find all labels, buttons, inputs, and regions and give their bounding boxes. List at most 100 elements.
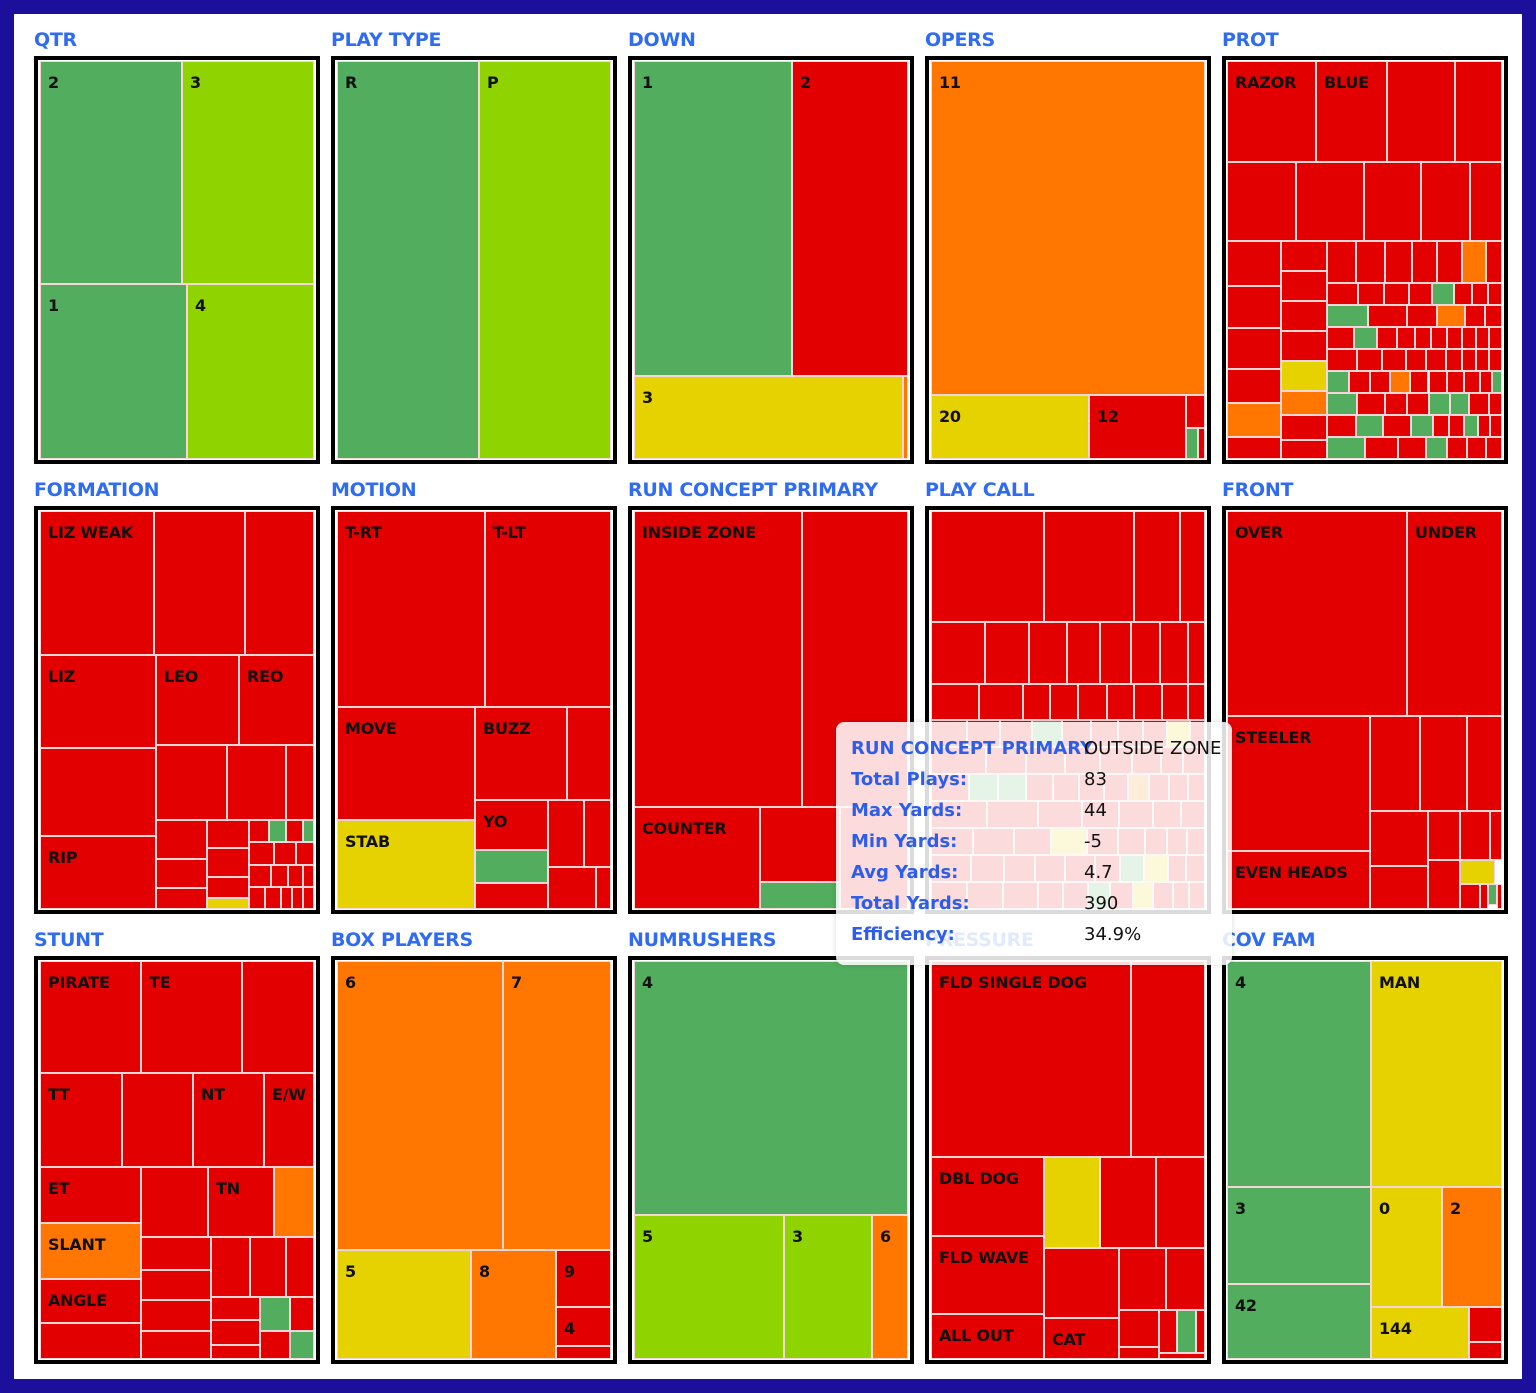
treemap-cell[interactable] <box>1281 241 1327 271</box>
treemap-cell[interactable] <box>596 867 611 909</box>
treemap-cell[interactable] <box>249 864 272 887</box>
treemap-cell[interactable] <box>1461 349 1477 371</box>
treemap-cell[interactable] <box>245 511 314 655</box>
treemap-cell[interactable] <box>1281 301 1327 331</box>
treemap-cell[interactable] <box>1477 415 1490 437</box>
treemap-cell[interactable] <box>1406 349 1427 371</box>
treemap-cell[interactable] <box>1369 371 1390 393</box>
treemap-cell[interactable]: TN <box>208 1167 274 1237</box>
treemap-cell[interactable] <box>1281 361 1327 391</box>
treemap-cell[interactable] <box>211 1297 260 1320</box>
treemap-cell[interactable] <box>1162 684 1188 720</box>
treemap-cell[interactable] <box>274 1167 314 1237</box>
treemap-cell[interactable]: COUNTER <box>634 807 760 909</box>
treemap-cell[interactable] <box>548 800 584 867</box>
treemap-cell[interactable] <box>1348 371 1370 393</box>
treemap-cell[interactable] <box>1489 415 1502 437</box>
treemap-cell[interactable] <box>207 848 249 877</box>
treemap-cell[interactable]: CAT <box>1044 1318 1119 1359</box>
treemap-cell[interactable] <box>249 886 266 909</box>
treemap-cell[interactable] <box>1044 1248 1119 1318</box>
treemap-cell[interactable] <box>40 748 156 836</box>
treemap-cell[interactable] <box>1460 811 1490 860</box>
treemap-cell[interactable]: EVEN HEADS <box>1227 851 1370 909</box>
treemap-cell[interactable] <box>1029 622 1067 684</box>
treemap-cell[interactable]: YO <box>475 800 548 850</box>
treemap-cell[interactable]: 3 <box>182 61 314 284</box>
treemap-cell[interactable] <box>1227 286 1281 328</box>
treemap-cell[interactable] <box>1327 437 1365 459</box>
treemap-cell[interactable] <box>1497 884 1502 909</box>
treemap-cell[interactable]: 6 <box>337 961 503 1250</box>
treemap-cell[interactable] <box>207 877 249 898</box>
treemap-cell[interactable] <box>903 376 908 459</box>
treemap-cell[interactable] <box>1445 349 1462 371</box>
treemap-cell[interactable]: MOVE <box>337 707 475 820</box>
treemap-cell[interactable]: 9 <box>556 1250 611 1307</box>
treemap-cell[interactable]: 5 <box>337 1250 471 1359</box>
treemap-cell[interactable] <box>292 886 304 909</box>
treemap-cell[interactable] <box>1426 349 1446 371</box>
treemap-cell[interactable] <box>211 1345 260 1359</box>
treemap-cell[interactable] <box>1050 684 1078 720</box>
treemap-cell[interactable] <box>227 745 286 820</box>
treemap-cell[interactable] <box>1476 349 1490 371</box>
treemap-cell[interactable] <box>1428 811 1460 860</box>
treemap-cell[interactable] <box>1119 1248 1166 1310</box>
treemap-cell[interactable] <box>286 1237 314 1297</box>
treemap-cell[interactable] <box>249 842 275 865</box>
treemap-cell[interactable]: DBL DOG <box>931 1157 1044 1236</box>
treemap-cell[interactable] <box>1180 511 1205 622</box>
treemap-cell[interactable]: 7 <box>503 961 611 1250</box>
treemap-cell[interactable] <box>1449 415 1465 437</box>
treemap-cell[interactable] <box>1367 305 1408 327</box>
treemap-cell[interactable] <box>1425 437 1447 459</box>
treemap-cell[interactable] <box>1486 241 1502 283</box>
treemap-cell[interactable] <box>1227 403 1281 437</box>
treemap-cell[interactable] <box>1384 393 1408 415</box>
treemap-cell[interactable] <box>760 882 840 909</box>
treemap-cell[interactable] <box>1464 415 1478 437</box>
treemap-cell[interactable] <box>985 622 1029 684</box>
treemap-cell[interactable] <box>931 511 1044 622</box>
treemap-cell[interactable] <box>1370 811 1428 866</box>
treemap-cell[interactable] <box>1377 327 1397 349</box>
treemap-cell[interactable] <box>141 1331 211 1359</box>
treemap-cell[interactable] <box>1428 371 1448 393</box>
treemap-cell[interactable]: 6 <box>872 1215 908 1359</box>
treemap-cell[interactable] <box>1387 61 1455 162</box>
treemap-cell[interactable] <box>1186 395 1205 428</box>
treemap-cell[interactable] <box>1485 305 1502 327</box>
treemap-cell[interactable] <box>1159 1353 1205 1359</box>
treemap-cell[interactable]: OVER <box>1227 511 1407 716</box>
treemap-cell[interactable] <box>40 1323 141 1359</box>
treemap-cell[interactable]: ET <box>40 1167 141 1223</box>
treemap-cell[interactable] <box>1296 162 1364 241</box>
treemap-cell[interactable] <box>1470 162 1502 241</box>
treemap-cell[interactable]: E/W <box>264 1073 314 1167</box>
treemap-cell[interactable] <box>979 684 1023 720</box>
treemap-cell[interactable] <box>1396 327 1415 349</box>
treemap-cell[interactable] <box>1428 860 1460 909</box>
treemap-cell[interactable] <box>250 1237 286 1297</box>
treemap-cell[interactable]: 12 <box>1089 395 1186 459</box>
treemap-cell[interactable] <box>1476 327 1490 349</box>
treemap-cell[interactable]: REO <box>239 655 314 745</box>
treemap-cell[interactable] <box>1411 415 1434 437</box>
treemap-cell[interactable]: T-LT <box>485 511 611 707</box>
treemap-cell[interactable] <box>1356 393 1385 415</box>
treemap-cell[interactable]: T-RT <box>337 511 485 707</box>
treemap-cell[interactable] <box>1119 1347 1159 1359</box>
treemap-cell[interactable]: INSIDE ZONE <box>634 511 802 807</box>
treemap-cell[interactable]: 1 <box>634 61 792 376</box>
treemap-cell[interactable]: 0 <box>1371 1187 1442 1307</box>
treemap-cell[interactable] <box>1364 162 1421 241</box>
treemap-cell[interactable] <box>1489 327 1502 349</box>
treemap-cell[interactable] <box>1227 162 1296 241</box>
treemap-cell[interactable]: 4 <box>634 961 908 1215</box>
treemap-cell[interactable] <box>1490 811 1502 860</box>
treemap-cell[interactable] <box>1100 1157 1156 1248</box>
treemap-cell[interactable] <box>1370 716 1420 811</box>
treemap-cell[interactable] <box>1433 415 1450 437</box>
treemap-cell[interactable] <box>556 1346 611 1359</box>
